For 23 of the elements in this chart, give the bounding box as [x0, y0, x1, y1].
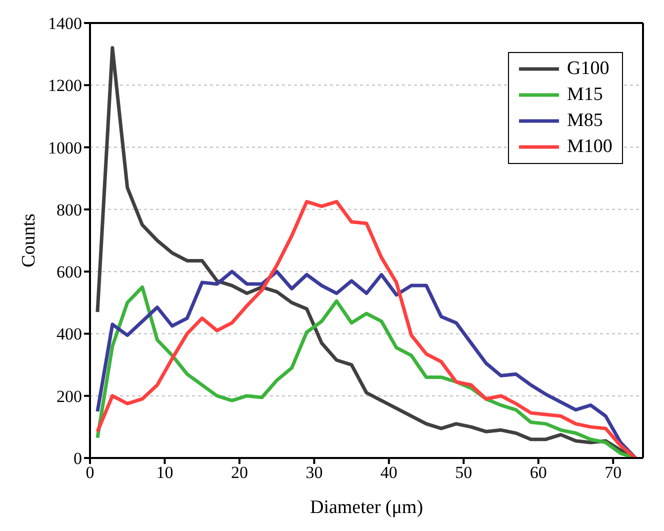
y-tick-label: 1400 — [48, 14, 82, 34]
y-axis-title: Counts — [18, 214, 40, 268]
x-tick-label: 20 — [230, 463, 248, 482]
x-tick-label: 10 — [156, 463, 174, 482]
legend-label: M15 — [567, 83, 603, 107]
x-tick-label: 40 — [380, 463, 398, 482]
x-tick-label: 50 — [455, 463, 472, 482]
legend-label: M85 — [567, 109, 603, 133]
line-series — [96, 200, 638, 458]
y-tick-label: 200 — [56, 386, 82, 406]
legend-label: G100 — [567, 57, 610, 81]
y-tick-label: 1200 — [48, 76, 82, 96]
x-axis-title: Diameter (μm) — [310, 497, 424, 518]
y-tick-label: 400 — [56, 324, 82, 344]
y-tick-label: 1000 — [48, 138, 82, 158]
y-tick-label: 800 — [56, 200, 82, 220]
x-tick-label: 0 — [86, 463, 94, 482]
y-tick-label: 0 — [74, 449, 82, 468]
y-tick-label: 600 — [56, 262, 82, 282]
x-tick-label: 60 — [530, 463, 547, 482]
x-tick-label: 30 — [306, 463, 323, 482]
x-tick-label: 70 — [604, 463, 622, 482]
legend-label: M100 — [567, 135, 612, 159]
